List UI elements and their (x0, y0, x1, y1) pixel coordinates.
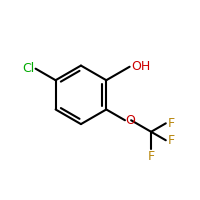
Text: F: F (148, 150, 155, 163)
Text: O: O (126, 114, 136, 127)
Text: OH: OH (131, 60, 150, 73)
Text: F: F (167, 134, 174, 147)
Text: Cl: Cl (22, 62, 34, 75)
Text: F: F (167, 117, 174, 130)
